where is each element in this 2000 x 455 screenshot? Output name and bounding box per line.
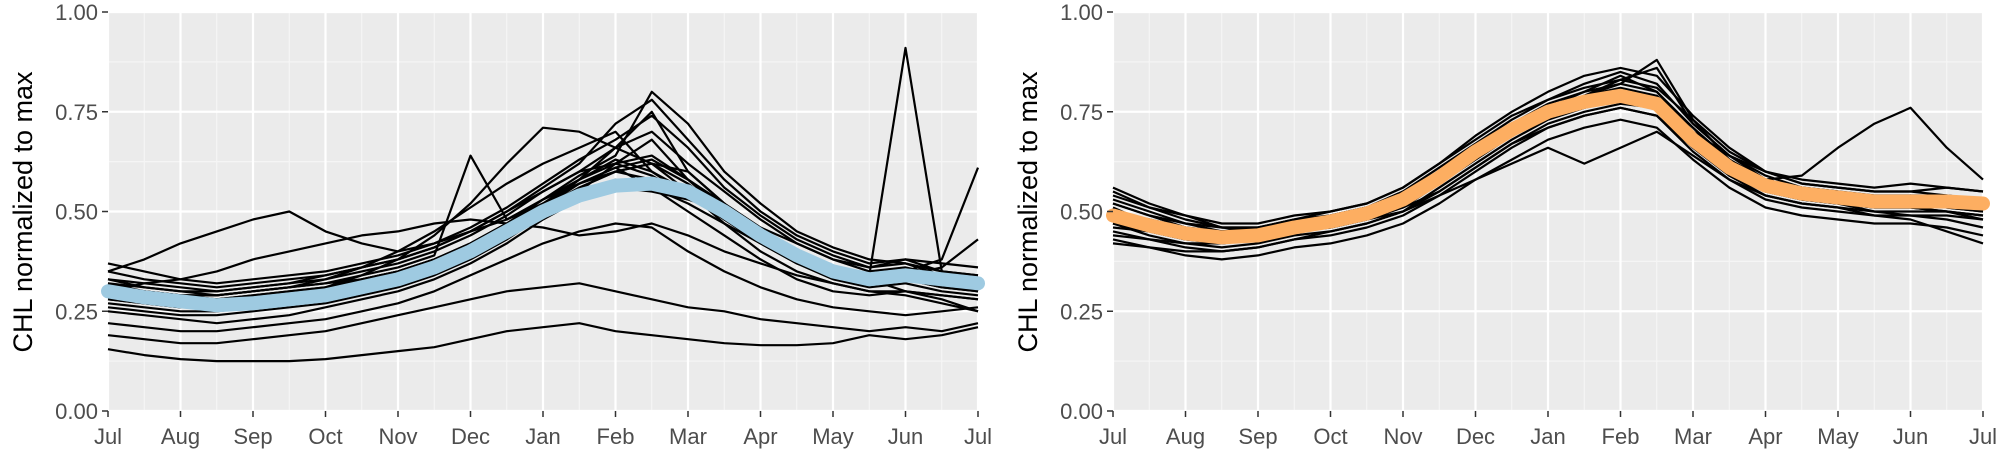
y-tick-label: 1.00	[1060, 0, 1103, 25]
year-series-line	[107, 114, 979, 285]
x-tick-label: Mar	[1674, 424, 1712, 449]
x-tick-label: Jul	[964, 424, 992, 449]
x-tick-label: Dec	[451, 424, 490, 449]
year-series-line	[107, 154, 979, 293]
mean-series-line	[101, 176, 985, 313]
y-tick-label: 0.00	[1060, 399, 1103, 424]
x-tick-label: May	[812, 424, 854, 449]
left-panel: 0.000.250.500.751.00 Jul Aug Sep Oct Nov Dec J…	[8, 0, 992, 449]
x-tick-label: Jun	[888, 424, 923, 449]
x-tick-label: Aug	[161, 424, 200, 449]
right-y-ticks: 0.00 0.25 0.50 0.75 1.00	[1060, 0, 1113, 424]
right-y-axis-title: CHL normalized to max	[1013, 71, 1043, 353]
y-tick-label: 1.00	[55, 0, 98, 25]
y-tick-label: 0.25	[1060, 299, 1103, 324]
x-tick-label: Oct	[308, 424, 342, 449]
y-tick-label: 0.75	[55, 100, 98, 125]
right-panel: 0.000.250.500.751.00 Jul Aug Sep Oct Nov Dec J…	[1013, 0, 1997, 449]
year-series-line	[107, 282, 979, 345]
x-tick-label: May	[1817, 424, 1859, 449]
right-x-ticks: Jul Aug Sep Oct Nov Dec Jan Feb Mar Apr May Jun Jul	[1099, 411, 1997, 449]
left-y-axis-title: CHL normalized to max	[8, 71, 38, 353]
year-series-line	[1112, 118, 1984, 261]
mean-series-line	[1106, 88, 1990, 245]
y-tick-label: 0.50	[55, 200, 98, 225]
x-tick-label: Aug	[1166, 424, 1205, 449]
x-tick-label: Oct	[1313, 424, 1347, 449]
x-tick-label: Sep	[233, 424, 272, 449]
x-tick-label: Jan	[525, 424, 560, 449]
y-tick-label: 0.25	[55, 299, 98, 324]
x-tick-label: Feb	[1602, 424, 1640, 449]
x-tick-label: Dec	[1456, 424, 1495, 449]
left-x-ticks: Jul Aug Sep Oct Nov Dec Jan Feb Mar Apr May Jun Jul	[94, 411, 992, 449]
x-tick-label: Jun	[1893, 424, 1928, 449]
x-tick-label: Nov	[378, 424, 417, 449]
x-tick-label: Jul	[94, 424, 122, 449]
year-series-line	[107, 98, 979, 289]
x-tick-label: Mar	[669, 424, 707, 449]
year-series-line	[107, 178, 979, 325]
left-y-ticks: 0.00 0.25 0.50 0.75 1.00	[55, 0, 108, 424]
x-tick-label: Jul	[1099, 424, 1127, 449]
x-tick-label: Nov	[1383, 424, 1422, 449]
x-tick-label: Apr	[1748, 424, 1782, 449]
x-tick-label: Jan	[1530, 424, 1565, 449]
x-tick-label: Feb	[597, 424, 635, 449]
right-mean-line-group	[1106, 88, 1990, 245]
x-tick-label: Apr	[743, 424, 777, 449]
left-mean-line-group	[101, 176, 985, 313]
year-series-line	[1112, 78, 1984, 229]
y-tick-label: 0.50	[1060, 200, 1103, 225]
x-tick-label: Jul	[1969, 424, 1997, 449]
x-tick-label: Sep	[1238, 424, 1277, 449]
year-series-line	[107, 222, 979, 333]
y-tick-label: 0.00	[55, 399, 98, 424]
y-tick-label: 0.75	[1060, 100, 1103, 125]
year-series-line	[107, 322, 979, 363]
